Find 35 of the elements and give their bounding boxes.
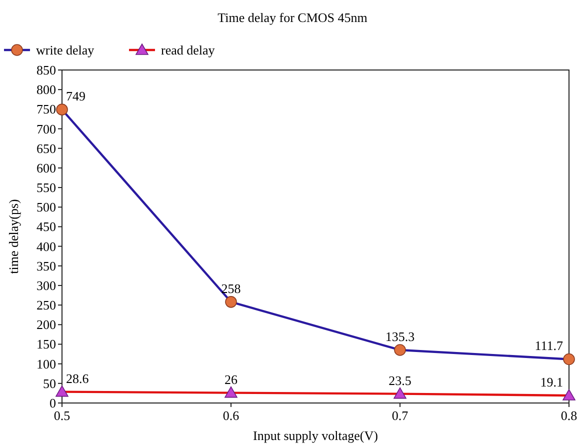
y-tick-label: 0 [50, 396, 56, 410]
y-tick-label: 650 [36, 140, 56, 156]
y-axis-title: time delay(ps) [6, 199, 21, 274]
chart-title: Time delay for CMOS 45nm [218, 10, 368, 25]
x-tick-label: 0.6 [222, 408, 240, 423]
y-tick-label: 450 [36, 219, 56, 234]
data-label: 19.1 [540, 374, 563, 390]
y-tick-label: 700 [36, 121, 56, 136]
y-tick-label: 350 [36, 258, 56, 274]
y-tick-label: 800 [36, 82, 56, 98]
data-label: 28.6 [66, 370, 90, 386]
y-tick-label: 850 [36, 62, 56, 78]
y-tick-label: 200 [36, 317, 56, 332]
data-label: 26 [224, 372, 238, 387]
data-label: 111.7 [534, 338, 564, 354]
x-tick-label: 0.8 [560, 408, 578, 423]
data-label: 135.3 [385, 328, 415, 344]
y-tick-label: 600 [36, 160, 56, 176]
data-label: 258 [221, 280, 241, 296]
data-label: 749 [66, 88, 86, 104]
y-tick-label: 50 [43, 376, 56, 391]
y-tick-label: 550 [36, 180, 56, 196]
x-axis-title: Input supply voltage(V) [253, 428, 378, 443]
y-tick-label: 250 [36, 298, 56, 313]
y-tick-label: 750 [36, 102, 56, 117]
data-label: 23.5 [388, 372, 412, 388]
y-tick-label: 150 [36, 336, 56, 352]
legend-label: write delay [36, 42, 95, 58]
y-tick-label: 300 [36, 278, 56, 293]
y-tick-label: 500 [36, 200, 56, 215]
legend-label: read delay [161, 42, 216, 58]
x-tick-label: 0.7 [392, 408, 409, 423]
x-tick-label: 0.5 [54, 408, 70, 423]
y-tick-label: 400 [36, 238, 56, 254]
y-tick-label: 100 [36, 356, 56, 372]
